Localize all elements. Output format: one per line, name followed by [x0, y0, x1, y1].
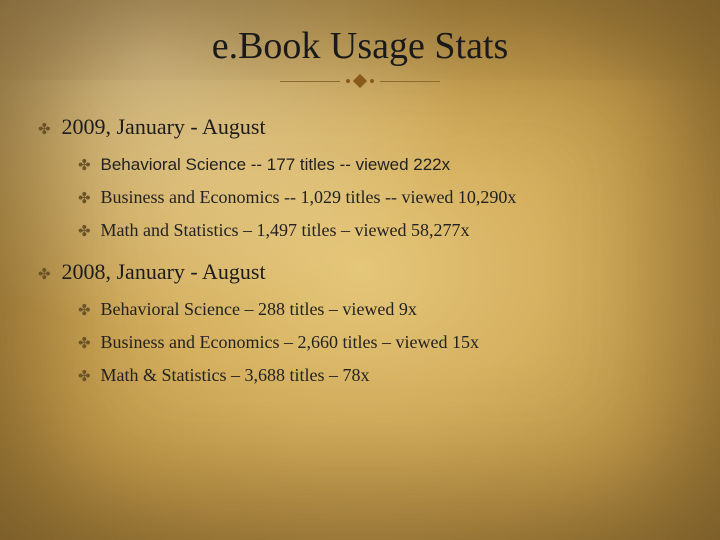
item-text: Business and Economics -- 1,029 titles -…: [101, 187, 517, 207]
bullet-icon: ✤: [78, 189, 96, 208]
bullet-icon: ✤: [38, 265, 56, 284]
list-item: ✤ 2009, January - August ✤ Behavioral Sc…: [30, 114, 690, 241]
bullet-icon: ✤: [78, 334, 96, 353]
sub-list: ✤ Behavioral Science -- 177 titles -- vi…: [30, 154, 690, 241]
item-text: Behavioral Science -- 177 titles -- view…: [101, 155, 451, 174]
bullet-icon: ✤: [78, 301, 96, 320]
bullet-icon: ✤: [78, 156, 96, 175]
list-item: ✤ Behavioral Science – 288 titles – view…: [78, 299, 690, 320]
item-text: Business and Economics – 2,660 titles – …: [101, 332, 479, 352]
bullet-icon: ✤: [78, 367, 96, 386]
list-item: ✤ Business and Economics -- 1,029 titles…: [78, 187, 690, 208]
item-text: Math & Statistics – 3,688 titles – 78x: [101, 365, 370, 385]
list-item: ✤ 2008, January - August ✤ Behavioral Sc…: [30, 259, 690, 386]
list-item: ✤ Behavioral Science -- 177 titles -- vi…: [78, 154, 690, 175]
section-heading: 2008, January - August: [62, 259, 266, 284]
list-item: ✤ Math and Statistics – 1,497 titles – v…: [78, 220, 690, 241]
slide-title: e.Book Usage Stats: [30, 24, 690, 68]
title-divider: [280, 76, 440, 86]
list-item: ✤ Business and Economics – 2,660 titles …: [78, 332, 690, 353]
slide: e.Book Usage Stats ✤ 2009, January - Aug…: [0, 0, 720, 424]
bullet-icon: ✤: [78, 222, 96, 241]
item-text: Behavioral Science – 288 titles – viewed…: [101, 299, 417, 319]
section-heading: 2009, January - August: [62, 114, 266, 139]
list-item: ✤ Math & Statistics – 3,688 titles – 78x: [78, 365, 690, 386]
bullet-icon: ✤: [38, 120, 56, 139]
sub-list: ✤ Behavioral Science – 288 titles – view…: [30, 299, 690, 386]
bullet-list: ✤ 2009, January - August ✤ Behavioral Sc…: [30, 114, 690, 386]
item-text: Math and Statistics – 1,497 titles – vie…: [101, 220, 470, 240]
